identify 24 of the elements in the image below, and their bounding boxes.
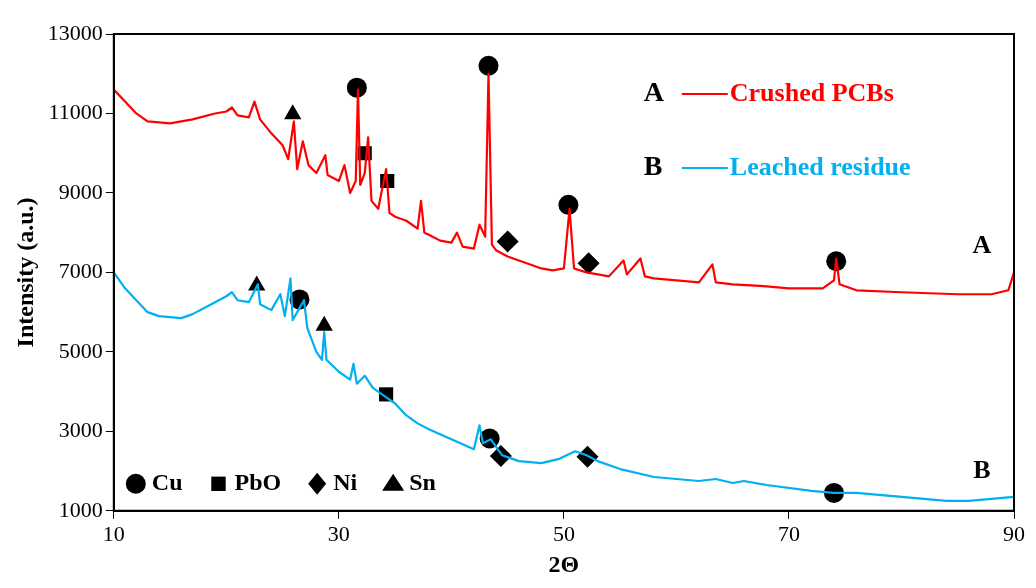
x-tick-label: 50 — [552, 520, 575, 546]
x-tick-label: 30 — [327, 520, 350, 546]
y-tick-label: 11000 — [48, 99, 103, 125]
annotation: A — [972, 230, 992, 260]
legend-label: Cu — [151, 469, 183, 495]
y-tick-label: 13000 — [47, 19, 103, 45]
legend-label: Ni — [333, 469, 358, 495]
annotation: A — [643, 76, 665, 108]
y-axis-title: Intensity (a.u.) — [11, 197, 38, 348]
x-tick-label: 90 — [1003, 520, 1025, 546]
legend-label: Leached residue — [729, 151, 911, 181]
y-tick-label: 7000 — [58, 258, 103, 284]
y-tick-label: 5000 — [58, 337, 103, 363]
x-axis-title: 2Θ — [548, 550, 580, 577]
annotation: B — [973, 454, 991, 484]
x-tick-label: 70 — [777, 520, 800, 546]
annotation: B — [643, 150, 663, 182]
legend-label: PbO — [234, 469, 282, 495]
y-tick-label: 9000 — [58, 178, 103, 204]
legend-label: Sn — [409, 469, 436, 495]
legend-label: Crushed PCBs — [729, 77, 894, 107]
y-tick-label: 3000 — [58, 417, 103, 443]
y-tick-label: 1000 — [58, 496, 103, 522]
x-tick-label: 10 — [102, 520, 125, 546]
